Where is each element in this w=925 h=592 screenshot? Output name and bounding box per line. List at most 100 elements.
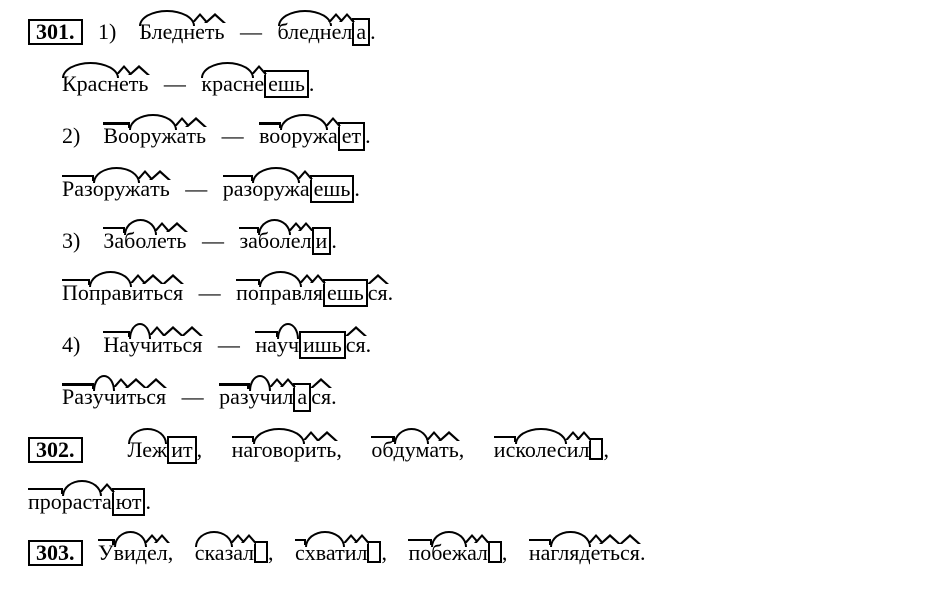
dash: —	[218, 332, 240, 357]
suffix: ть	[439, 439, 459, 461]
exercise-number: 303.	[28, 540, 83, 566]
suffix: е	[591, 542, 601, 564]
suffix: л	[341, 21, 352, 43]
word: Поправиться	[62, 280, 183, 304]
prefix: на	[232, 439, 254, 461]
ex301-item4-line2: Разучиться — разучилася .	[28, 383, 897, 411]
postfix: ся	[311, 386, 331, 408]
postfix: ся	[346, 334, 366, 356]
suffix: л	[301, 230, 312, 252]
ex301-item3-line2: Поправиться — поправляешься .	[28, 279, 897, 307]
word: поправляешься	[236, 279, 387, 307]
word: Краснеть	[62, 71, 148, 95]
suffix: ть	[205, 21, 225, 43]
item-label: 4)	[62, 332, 80, 357]
prefix: на	[529, 542, 551, 564]
root: оруж	[129, 123, 177, 147]
ex301-item1-line2: Краснеть — краснеешь .	[28, 70, 897, 98]
root: уч	[93, 384, 115, 408]
suffix: ть	[150, 178, 170, 200]
suffix: я	[313, 282, 323, 304]
root: дум	[394, 437, 430, 461]
prefix: во	[259, 125, 280, 147]
suffix: л	[157, 542, 168, 564]
prefix: На	[103, 334, 129, 356]
suffix: а	[328, 125, 338, 147]
suffix: и	[115, 386, 127, 408]
prefix: По	[62, 282, 89, 304]
word: наглядеться	[529, 540, 640, 564]
word: заболели	[239, 227, 331, 255]
ex301-item2-line1: 2) Вооружать — вооружает .	[28, 122, 897, 150]
root: вид	[114, 540, 147, 564]
prefix: за	[239, 230, 257, 252]
word: краснеешь	[201, 70, 309, 98]
word: вооружает	[259, 122, 365, 150]
word: Бледнеть	[139, 19, 224, 43]
ending-empty	[488, 541, 502, 563]
ending: ют	[112, 488, 146, 516]
root: гляд	[550, 540, 590, 564]
period: .	[331, 228, 337, 253]
suffix: а	[102, 491, 112, 513]
postfix: ся	[163, 282, 183, 304]
ex301-item2-line2: Разоружать — разоружаешь .	[28, 175, 897, 203]
ex301-item4-line1: 4) Научиться — научишься .	[28, 331, 897, 359]
root: бол	[258, 228, 291, 252]
root: уч	[249, 384, 271, 408]
word: Научиться	[103, 332, 202, 356]
word: побежал	[408, 540, 501, 564]
suffix: е	[119, 73, 129, 95]
ending-empty	[254, 541, 268, 563]
suffix: ть	[129, 73, 149, 95]
root: говор	[253, 437, 305, 461]
suffix: ть	[144, 282, 164, 304]
root: сказ	[195, 540, 234, 564]
suffix: ть	[127, 386, 147, 408]
comma: ,	[197, 437, 203, 462]
word: разоружаешь	[223, 175, 355, 203]
suffix: л	[477, 542, 488, 564]
dash: —	[222, 123, 244, 148]
ending: ешь	[310, 175, 355, 203]
suffix: е	[254, 73, 264, 95]
period: .	[370, 19, 376, 44]
prefix: по	[236, 282, 259, 304]
suffix: и	[305, 439, 317, 461]
postfix: ся	[368, 282, 388, 304]
word: разучилася	[219, 383, 331, 411]
root: Бледн	[139, 19, 195, 43]
ex301-item1-line1: 301. 1) Бледнеть — бледнела .	[28, 18, 897, 46]
word: Вооружать	[103, 123, 206, 147]
ending-empty	[367, 541, 381, 563]
dash: —	[164, 71, 186, 96]
root: уч	[129, 332, 151, 356]
ex302-line1: 302. Лежит , наговорить , обдумать , иск…	[28, 436, 897, 464]
ending: ишь	[299, 331, 346, 359]
suffix: а	[233, 542, 243, 564]
root: хват	[305, 540, 345, 564]
dash: —	[202, 228, 224, 253]
ending: ет	[338, 122, 365, 150]
word: схватил	[295, 540, 381, 564]
period: .	[365, 123, 371, 148]
suffix: ть	[163, 334, 183, 356]
suffix: л	[302, 282, 313, 304]
root: оруж	[93, 176, 141, 200]
root: бол	[124, 228, 157, 252]
period: .	[145, 489, 151, 514]
exercise-number: 302.	[28, 437, 83, 463]
prefix: по	[408, 542, 431, 564]
prefix: про	[28, 491, 62, 513]
suffix: е	[291, 230, 301, 252]
suffix: а	[467, 542, 477, 564]
word: Разоружать	[62, 176, 170, 200]
ending: ит	[167, 436, 196, 464]
prefix: раз	[219, 386, 248, 408]
dash: —	[199, 280, 221, 305]
root: Красн	[62, 71, 119, 95]
prefix: ис	[494, 439, 516, 461]
suffix: а	[300, 178, 310, 200]
suffix: а	[177, 125, 187, 147]
suffix: л	[282, 386, 293, 408]
